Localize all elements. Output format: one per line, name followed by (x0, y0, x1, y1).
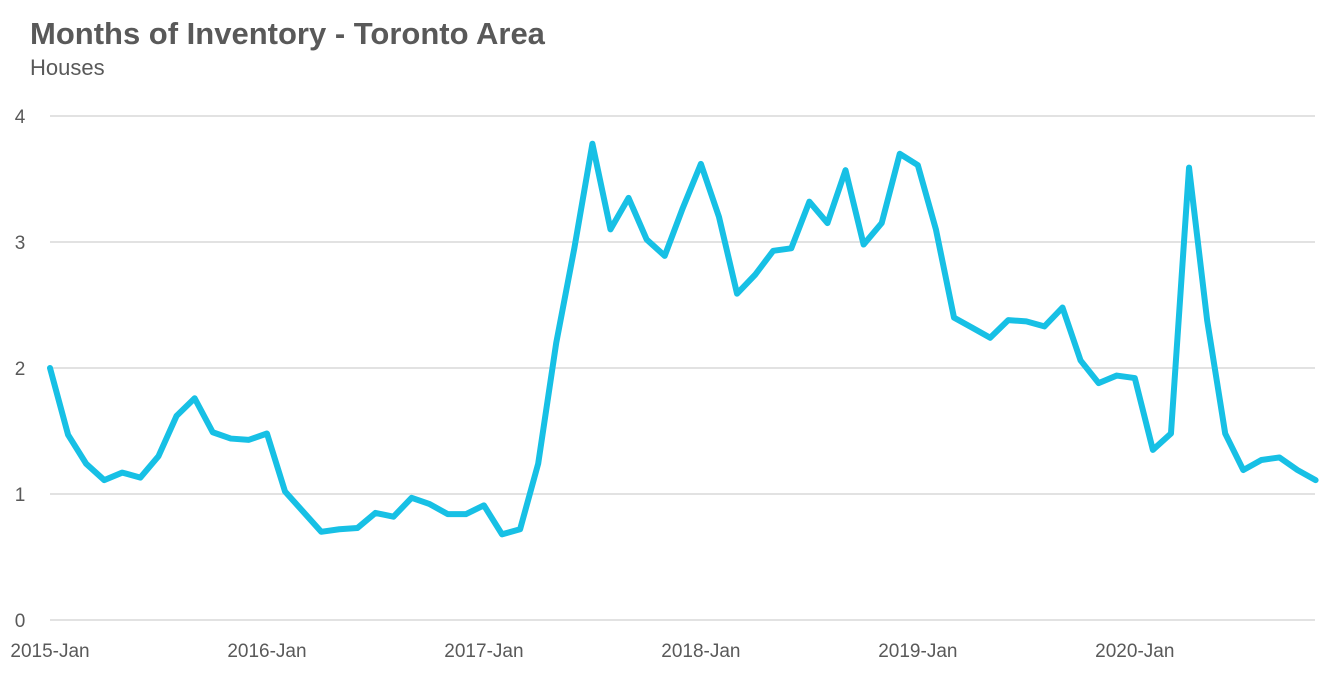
data-point (571, 245, 577, 251)
data-point (155, 453, 161, 459)
data-point (192, 395, 198, 401)
data-point (391, 514, 397, 520)
data-point (409, 495, 415, 501)
data-point (1186, 165, 1192, 171)
data-point (1132, 375, 1138, 381)
data-point (770, 248, 776, 254)
y-tick-label: 3 (15, 233, 26, 254)
data-point (1023, 318, 1029, 324)
series-layer (47, 140, 1319, 538)
data-point (734, 291, 740, 297)
data-point (499, 531, 505, 537)
y-tick-label: 4 (15, 107, 26, 128)
data-point (463, 511, 469, 517)
data-point (535, 461, 541, 467)
data-point (553, 340, 559, 346)
data-point (861, 242, 867, 248)
data-point (1005, 317, 1011, 323)
chart-title: Months of Inventory - Toronto Area (30, 16, 545, 51)
data-point (47, 365, 53, 371)
data-point (101, 477, 107, 483)
data-point (137, 475, 143, 481)
data-point (680, 205, 686, 211)
data-point (1276, 454, 1282, 460)
y-tick-label: 0 (15, 611, 26, 632)
x-tick-label: 2019-Jan (878, 641, 957, 662)
data-point (1204, 317, 1210, 323)
data-point (644, 236, 650, 242)
data-point (1168, 431, 1174, 437)
data-point (372, 510, 378, 516)
data-point (1313, 477, 1319, 483)
data-point (788, 245, 794, 251)
data-point (1295, 467, 1301, 473)
data-point (336, 526, 342, 532)
x-tick-label: 2020-Jan (1095, 641, 1174, 662)
data-point (517, 526, 523, 532)
data-point (1078, 357, 1084, 363)
x-tick-label: 2017-Jan (444, 641, 523, 662)
series-line-houses (47, 140, 1319, 538)
x-tick-label: 2018-Jan (661, 641, 740, 662)
data-point (716, 214, 722, 220)
data-point (607, 226, 613, 232)
data-point (806, 199, 812, 205)
data-point (752, 272, 758, 278)
data-point (626, 195, 632, 201)
data-point (879, 220, 885, 226)
data-point (83, 461, 89, 467)
data-point (662, 253, 668, 259)
data-point (1150, 447, 1156, 453)
data-point (282, 488, 288, 494)
data-point (824, 220, 830, 226)
data-point (481, 502, 487, 508)
data-point (1240, 467, 1246, 473)
data-point (843, 167, 849, 173)
data-point (1258, 457, 1264, 463)
x-tick-label: 2016-Jan (227, 641, 306, 662)
data-point (354, 525, 360, 531)
data-point (1041, 323, 1047, 329)
data-point (65, 432, 71, 438)
data-point (897, 151, 903, 157)
data-point (1096, 380, 1102, 386)
data-point (933, 226, 939, 232)
data-point (445, 511, 451, 517)
data-point (246, 437, 252, 443)
data-point (589, 141, 595, 147)
data-point (915, 162, 921, 168)
data-point (427, 501, 433, 507)
data-point (264, 431, 270, 437)
data-point (210, 429, 216, 435)
data-point (228, 436, 234, 442)
data-point (1222, 431, 1228, 437)
data-point (969, 325, 975, 331)
data-point (174, 413, 180, 419)
data-point (318, 529, 324, 535)
chart-subtitle: Houses (30, 55, 105, 80)
data-point (300, 509, 306, 515)
data-point (1114, 373, 1120, 379)
data-point (987, 335, 993, 341)
gridlines (50, 115, 1315, 621)
x-axis-ticks: 2015-Jan 2016-Jan 2017-Jan 2018-Jan 2019-Jan… (10, 641, 1174, 662)
data-point (1059, 305, 1065, 311)
y-axis-ticks: 0 1 2 3 4 (15, 107, 26, 632)
y-tick-label: 2 (15, 359, 26, 380)
x-tick-label: 2015-Jan (10, 641, 89, 662)
y-tick-label: 1 (15, 485, 26, 506)
data-point (698, 161, 704, 167)
data-point (119, 470, 125, 476)
data-point (951, 315, 957, 321)
